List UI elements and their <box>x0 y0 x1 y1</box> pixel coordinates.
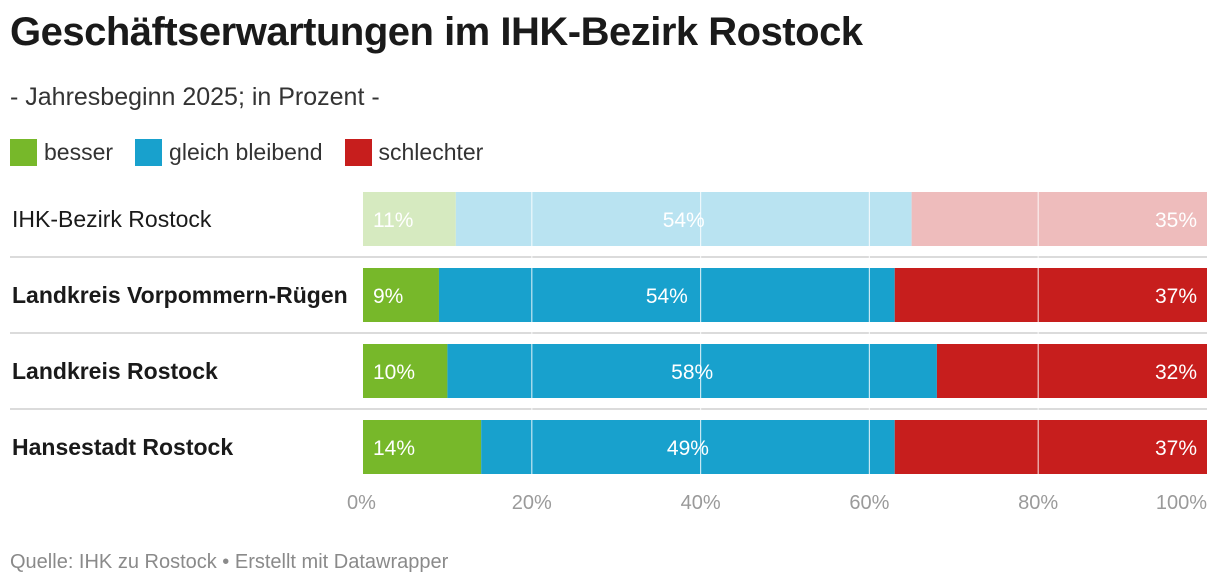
x-tick-label: 80% <box>1018 492 1058 514</box>
legend-swatch-gleich-bleibend <box>135 138 163 166</box>
bar-segment-besser <box>363 268 439 322</box>
stacked-bar-chart: IHK-Bezirk Rostock Landkreis Vorpommern-R… <box>10 190 1207 514</box>
category-label: IHK-Bezirk Rostock <box>12 206 212 232</box>
bar-segment-besser <box>363 420 482 474</box>
category-label: Hansestadt Rostock <box>12 434 233 460</box>
bar-segment-schlechter <box>911 192 1207 246</box>
x-tick-label: 40% <box>681 492 721 514</box>
chart-title: Geschäftserwartungen im IHK-Bezirk Rosto… <box>10 10 863 54</box>
legend-label-schlechter: schlechter <box>378 138 484 165</box>
legend-label-gleich-bleibend: gleich bleibend <box>169 138 323 165</box>
legend: besser gleich bleibend schlechter <box>10 137 505 167</box>
value-label: 54% <box>663 209 705 232</box>
bar-segment-gleich-bleibend <box>447 344 937 398</box>
value-label: 37% <box>1155 437 1197 460</box>
legend-item-schlechter: schlechter <box>344 138 484 166</box>
value-label: 11% <box>373 209 413 232</box>
bar-segment-schlechter <box>894 268 1207 322</box>
x-tick-label: 60% <box>849 492 889 514</box>
value-label: 35% <box>1155 209 1197 232</box>
bar-segment-schlechter <box>894 420 1207 474</box>
category-label: Landkreis Vorpommern-Rügen <box>12 282 348 308</box>
legend-item-gleich-bleibend: gleich bleibend <box>135 138 323 166</box>
legend-swatch-schlechter <box>344 138 372 166</box>
x-tick-label: 0% <box>347 492 376 514</box>
bar-segment-gleich-bleibend <box>481 420 895 474</box>
category-label: Landkreis Rostock <box>12 358 218 384</box>
value-label: 10% <box>373 361 415 384</box>
value-label: 49% <box>667 437 709 460</box>
value-label: 37% <box>1155 285 1197 308</box>
value-label: 14% <box>373 437 415 460</box>
legend-item-besser: besser <box>10 138 114 166</box>
value-label: 54% <box>646 285 688 308</box>
bar-segment-besser <box>363 344 448 398</box>
bar-segment-besser <box>363 192 456 246</box>
value-label: 58% <box>671 361 713 384</box>
x-tick-label: 100% <box>1156 492 1207 514</box>
bar-segment-schlechter <box>936 344 1207 398</box>
value-label: 9% <box>373 285 403 308</box>
source-note: Quelle: IHK zu Rostock • Erstellt mit Da… <box>10 551 449 573</box>
legend-swatch-besser <box>10 138 37 166</box>
bar-segment-gleich-bleibend <box>438 268 895 322</box>
value-label: 32% <box>1155 361 1197 384</box>
x-tick-label: 20% <box>512 492 552 514</box>
legend-label-besser: besser <box>44 138 114 165</box>
chart-subtitle: - Jahresbeginn 2025; in Prozent - <box>10 83 380 111</box>
